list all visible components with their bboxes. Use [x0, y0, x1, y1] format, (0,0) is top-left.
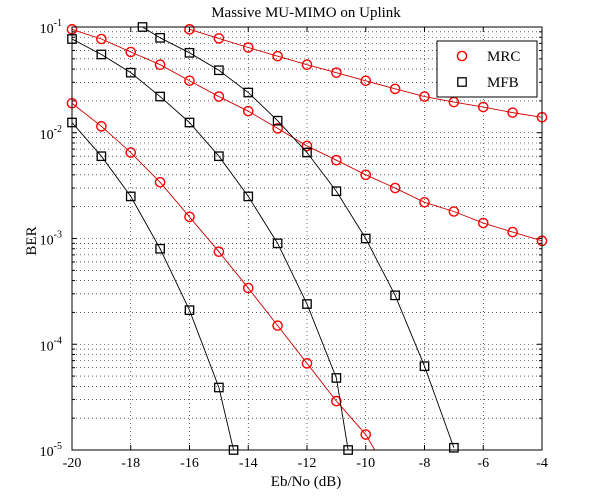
data-point-mrc	[184, 75, 195, 87]
data-point-mfb	[243, 191, 254, 202]
data-point-mfb	[360, 233, 371, 244]
legend-box	[436, 40, 538, 98]
data-point-mfb	[449, 442, 459, 453]
x-tick-label: -18	[121, 456, 140, 471]
data-point-mfb	[96, 49, 107, 60]
data-point-mrc	[272, 320, 283, 331]
data-point-mrc	[389, 83, 401, 95]
legend-label-mfb: MFB	[487, 75, 519, 91]
data-point-mrc	[184, 24, 195, 35]
x-tick-label: -20	[63, 456, 82, 471]
data-point-mrc	[301, 358, 313, 369]
x-axis-label: Eb/No (dB)	[271, 474, 341, 490]
series-line-mfb-4	[142, 27, 455, 448]
legend-label-mrc: MRC	[487, 49, 520, 65]
plot-area: -20 -18 -16 -14 -12 -10 -8 -6 -4 10-5 10-4 10-3 10-2…	[40, 18, 548, 471]
data-point-mrc	[242, 282, 254, 294]
data-point-mfb	[214, 65, 224, 76]
series-line-mrc-1	[189, 28, 542, 118]
data-point-mfb	[272, 238, 283, 249]
chart-title: Massive MU-MIMO on Uplink	[211, 5, 401, 21]
data-point-mrc	[419, 196, 430, 208]
data-point-mfb	[302, 299, 312, 309]
data-point-mrc	[331, 154, 342, 166]
y-tick-label: 10-2	[40, 124, 62, 143]
data-point-mrc	[184, 211, 195, 223]
data-point-mfb	[390, 290, 400, 301]
data-point-mfb	[243, 87, 254, 98]
data-point-mrc	[331, 395, 342, 407]
x-tick-label: -4	[536, 456, 548, 471]
data-point-mfb	[155, 91, 165, 102]
data-point-mrc	[242, 105, 254, 117]
data-point-mrc	[507, 226, 518, 238]
data-point-mfb	[184, 117, 195, 128]
y-tick-label: 10-1	[40, 18, 62, 37]
data-point-mrc	[96, 121, 107, 132]
data-point-mrc	[242, 42, 254, 53]
data-point-mfb	[302, 147, 312, 158]
plot-frame	[71, 26, 543, 451]
series-line-mfb-5	[72, 38, 349, 450]
data-point-mrc	[125, 46, 137, 58]
x-tick-label: -8	[419, 456, 431, 471]
x-tick-label: -10	[356, 456, 375, 471]
data-point-mrc	[360, 429, 372, 440]
data-point-mfb	[214, 151, 224, 162]
data-point-mrc	[154, 59, 166, 71]
x-tick-label: -6	[477, 456, 489, 471]
data-point-mrc	[389, 182, 401, 194]
data-point-mrc	[448, 206, 460, 217]
data-point-mfb	[184, 47, 195, 58]
legend-marker-mrc	[456, 50, 468, 62]
series-line-mrc-2	[72, 28, 542, 242]
data-point-mrc	[477, 101, 489, 113]
x-tick-label: -16	[180, 456, 199, 471]
x-tick-label: -12	[298, 456, 317, 471]
data-point-mfb	[96, 151, 107, 162]
data-point-mfb	[214, 382, 224, 393]
data-point-mrc	[213, 91, 225, 102]
data-point-mrc	[301, 59, 313, 71]
data-point-mfb	[155, 243, 165, 254]
legend-marker-mfb	[457, 77, 467, 87]
x-tick-label: -14	[239, 456, 258, 471]
data-point-mrc	[272, 123, 283, 134]
y-tick-label: 10-4	[40, 335, 62, 354]
data-point-mrc	[477, 217, 489, 229]
data-point-mrc	[301, 140, 313, 152]
data-point-mrc	[213, 246, 225, 258]
series-line-mfb-6	[72, 122, 234, 450]
data-point-mfb	[125, 191, 136, 202]
data-point-mrc	[360, 169, 372, 181]
data-point-mfb	[331, 186, 342, 197]
data-point-mfb	[331, 373, 342, 383]
data-point-mrc	[272, 50, 283, 62]
y-tick-label: 10-3	[40, 230, 62, 249]
data-point-mrc	[507, 107, 518, 118]
data-point-mfb	[272, 115, 283, 126]
data-point-mfb	[155, 32, 165, 43]
data-point-mfb	[419, 361, 430, 372]
data-point-mfb	[184, 305, 195, 316]
data-point-mfb	[125, 67, 136, 78]
data-point-mrc	[125, 147, 137, 158]
y-tick-label: 10-5	[40, 441, 62, 460]
data-point-mrc	[360, 75, 372, 87]
data-point-mrc	[154, 176, 166, 188]
data-point-mrc	[96, 33, 107, 45]
data-point-mrc	[213, 33, 225, 44]
data-point-mrc	[331, 67, 342, 78]
data-point-mrc	[419, 91, 430, 102]
y-axis-label: BER	[24, 226, 40, 255]
